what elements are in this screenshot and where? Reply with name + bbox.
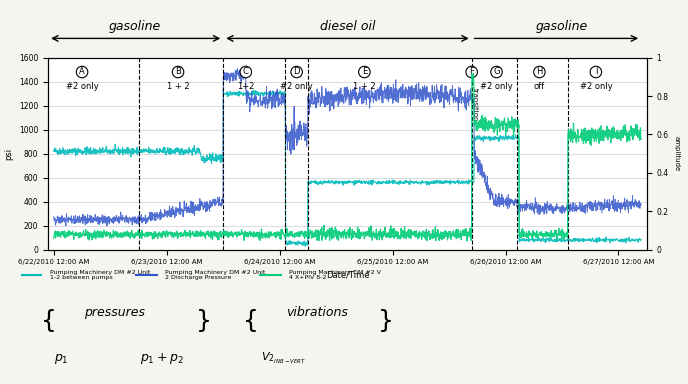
Text: 1 + 2: 1 + 2 — [166, 82, 189, 91]
Text: C: C — [243, 68, 249, 76]
Text: $\}$: $\}$ — [377, 307, 392, 334]
Text: E: E — [362, 68, 367, 76]
Text: Pumping Machinery DM #2 Unit
2 Discharge Pressure: Pumping Machinery DM #2 Unit 2 Discharge… — [165, 270, 266, 280]
Text: vibrations: vibrations — [286, 306, 348, 319]
Text: #2 only: #2 only — [480, 82, 513, 91]
Text: pressures: pressures — [85, 306, 145, 319]
Text: B: B — [175, 68, 181, 76]
Text: $V_{2_{INB-VERT}}$: $V_{2_{INB-VERT}}$ — [261, 351, 306, 366]
Text: gasoline: gasoline — [109, 20, 161, 33]
Text: D: D — [293, 68, 300, 76]
Text: #2 only: #2 only — [280, 82, 313, 91]
Text: $\{$: $\{$ — [242, 307, 257, 334]
Text: $\}$: $\}$ — [195, 307, 210, 334]
Text: $p_1$: $p_1$ — [54, 352, 68, 366]
Text: Pumping Machinery DM #2 V
4 X+PIV 8-2: Pumping Machinery DM #2 V 4 X+PIV 8-2 — [289, 270, 381, 280]
X-axis label: Date/Time: Date/Time — [325, 271, 369, 280]
Text: F: F — [469, 68, 474, 76]
Y-axis label: amplitude: amplitude — [674, 136, 680, 171]
Text: $p_1+p_2$: $p_1+p_2$ — [140, 351, 184, 366]
Text: gasoline: gasoline — [536, 20, 588, 33]
Text: 1+2: 1+2 — [237, 82, 255, 91]
Text: I: I — [594, 68, 597, 76]
Text: transition: transition — [472, 88, 478, 121]
Text: #2 only: #2 only — [579, 82, 612, 91]
Y-axis label: psi: psi — [5, 147, 14, 160]
Text: #2 only: #2 only — [65, 82, 98, 91]
Text: off: off — [534, 82, 545, 91]
Text: A: A — [79, 68, 85, 76]
Text: H: H — [536, 68, 543, 76]
Text: Pumping Machinery DM #2 Unit
1-2 between pumps: Pumping Machinery DM #2 Unit 1-2 between… — [50, 270, 150, 280]
Text: G: G — [493, 68, 499, 76]
Text: 1 + 2: 1 + 2 — [353, 82, 376, 91]
Text: diesel oil: diesel oil — [320, 20, 375, 33]
Text: $\{$: $\{$ — [40, 307, 55, 334]
